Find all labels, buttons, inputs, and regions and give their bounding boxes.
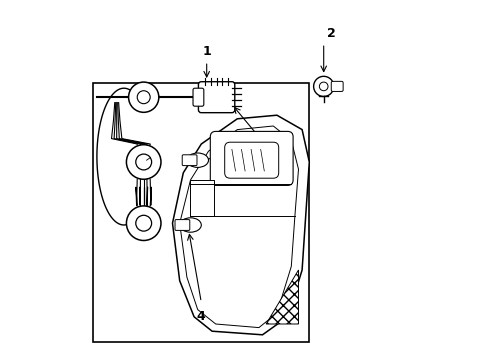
Ellipse shape (186, 153, 208, 167)
Polygon shape (172, 115, 309, 335)
FancyBboxPatch shape (198, 82, 234, 113)
Circle shape (126, 206, 161, 240)
Text: 4: 4 (197, 310, 205, 323)
Circle shape (313, 76, 333, 96)
Circle shape (128, 82, 159, 112)
Circle shape (126, 145, 161, 179)
FancyBboxPatch shape (210, 131, 292, 185)
Bar (190, 180, 213, 216)
Polygon shape (265, 270, 298, 324)
FancyBboxPatch shape (193, 88, 203, 106)
Text: 2: 2 (326, 27, 335, 40)
Text: 3: 3 (260, 140, 269, 153)
Text: 1: 1 (202, 45, 211, 58)
FancyBboxPatch shape (182, 155, 197, 166)
Bar (93, 83, 309, 342)
Ellipse shape (179, 218, 201, 232)
Text: 5: 5 (218, 142, 227, 155)
FancyBboxPatch shape (224, 142, 278, 178)
FancyBboxPatch shape (175, 220, 189, 230)
FancyBboxPatch shape (330, 81, 343, 91)
